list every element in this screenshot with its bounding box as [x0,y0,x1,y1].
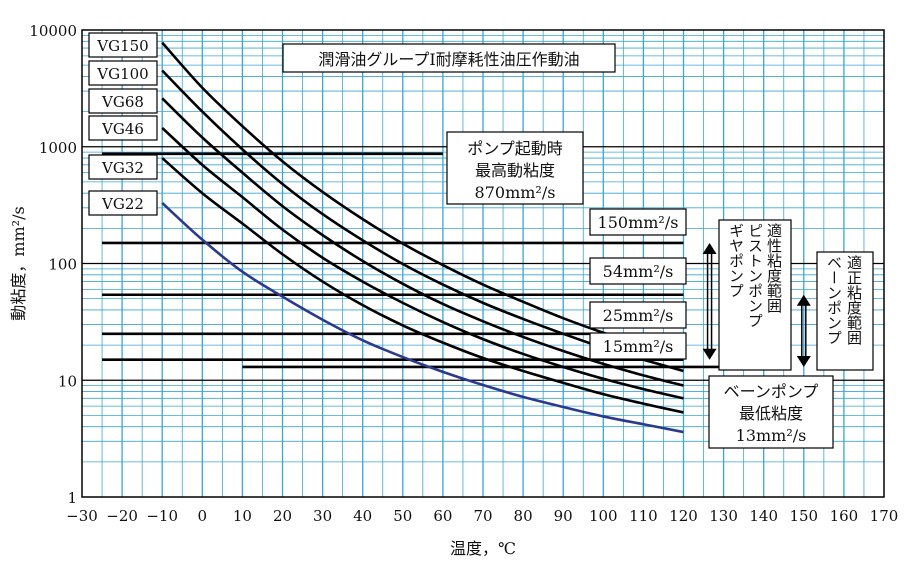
vane-min-label: ベーンポンプ [724,382,819,401]
level-label-l54: 54mm²/s [603,262,674,281]
chart-title: 潤滑油グループⅠ耐摩耗性油圧作動油 [318,50,579,69]
plot-frame [81,29,885,498]
vane-arrow-head-up [796,294,811,306]
major-grid [82,30,884,497]
y-tick-label: 10000 [29,22,77,40]
x-tick-label: 0 [198,507,208,525]
x-tick-label: 70 [473,507,492,525]
x-tick-label: −20 [106,507,138,525]
vane-min-label: 13mm²/s [736,426,807,445]
gear-piston-box [718,219,792,371]
legend-label-vg100: VG100 [96,65,148,83]
legend-label-vg150: VG150 [96,37,148,55]
x-tick-label: 150 [789,507,818,525]
gear-piston-label: ギヤポンプ [727,223,745,298]
vane-min-label: 最低粘度 [739,404,803,423]
y-axis-title: 動粘度，mm²/s [9,206,28,320]
legend-label-vg46: VG46 [101,120,144,138]
x-tick-label: 20 [273,507,292,525]
x-tick-label: 60 [433,507,452,525]
y-tick-labels: 1 10 100 1000 10000 [29,22,77,507]
x-tick-label: 40 [353,507,372,525]
pump-start-label: 最高動粘度 [475,161,555,180]
pump-start-box [446,131,584,205]
gear-piston-arrow-head-down [702,348,717,360]
level-box-l150 [589,208,687,236]
gear-piston-label: 適性粘度範囲 [765,222,783,313]
range-arrows [702,242,811,367]
level-box-l54 [589,257,687,285]
legend-label-vg32: VG32 [101,159,144,177]
x-tick-label: 90 [554,507,573,525]
vane-arrow-head-down [796,355,811,367]
level-label-l150: 150mm²/s [598,213,679,232]
vane-range-label: ベーンポンプ [825,255,843,345]
series-line-vg68 [161,97,684,387]
x-tick-label: 120 [669,507,698,525]
gear-piston-arrow-head-up [702,242,717,254]
level-box-l15 [589,332,687,360]
x-tick-label: 170 [870,507,899,525]
pump-start-label: 870mm²/s [475,183,556,202]
vane-range-box [816,251,874,371]
x-tick-label: 130 [709,507,738,525]
legend-box-vg46 [88,115,158,141]
y-tick-label: 1000 [39,139,77,157]
reference-lines [102,152,724,369]
chart-labels: VG150 VG100 VG68 VG46 VG32 VG22 潤滑油グループⅠ耐摩耗性油圧… [9,32,874,558]
vane-min-box [708,375,834,449]
gear-piston-label: ピストンポンプ [746,223,764,328]
y-tick-label: 10 [58,372,77,390]
vane-range-label: 適正粘度範囲 [845,254,863,345]
y-tick-label: 1 [67,489,77,507]
title-box [282,43,616,73]
x-tick-label: 50 [393,507,412,525]
legend-label-vg22: VG22 [101,195,144,213]
x-tick-label: 140 [749,507,778,525]
legend-box-vg68 [88,88,158,114]
legend-label-vg68: VG68 [101,93,144,111]
x-tick-label: 10 [233,507,252,525]
x-tick-label: 160 [830,507,859,525]
x-tick-label: −10 [146,507,178,525]
x-tick-label: 100 [589,507,618,525]
series-line-vg22 [161,202,684,434]
level-label-l15: 15mm²/s [603,337,674,356]
x-axis-title: 温度，℃ [450,539,516,558]
series-line-vg150 [161,41,684,360]
x-tick-label: 30 [313,507,332,525]
legend-box-vg100 [88,60,158,86]
x-tick-labels: −30 −20 −10 0 10 20 30 40 50 60 70 80 90 100 110 120 130… [66,507,898,525]
pump-start-label: ポンプ起動時 [467,139,563,158]
series-line-vg32 [161,157,684,414]
x-tick-label: 110 [629,507,658,525]
level-box-l25 [589,301,687,329]
level-label-l25: 25mm²/s [603,306,674,325]
legend-box-vg22 [88,190,158,216]
x-tick-label: −30 [66,507,98,525]
legend-box-vg32 [88,154,158,180]
x-tick-label: 80 [514,507,533,525]
series-line-vg46 [161,126,684,400]
legend-box-vg150 [88,32,158,58]
y-tick-label: 100 [48,256,77,274]
